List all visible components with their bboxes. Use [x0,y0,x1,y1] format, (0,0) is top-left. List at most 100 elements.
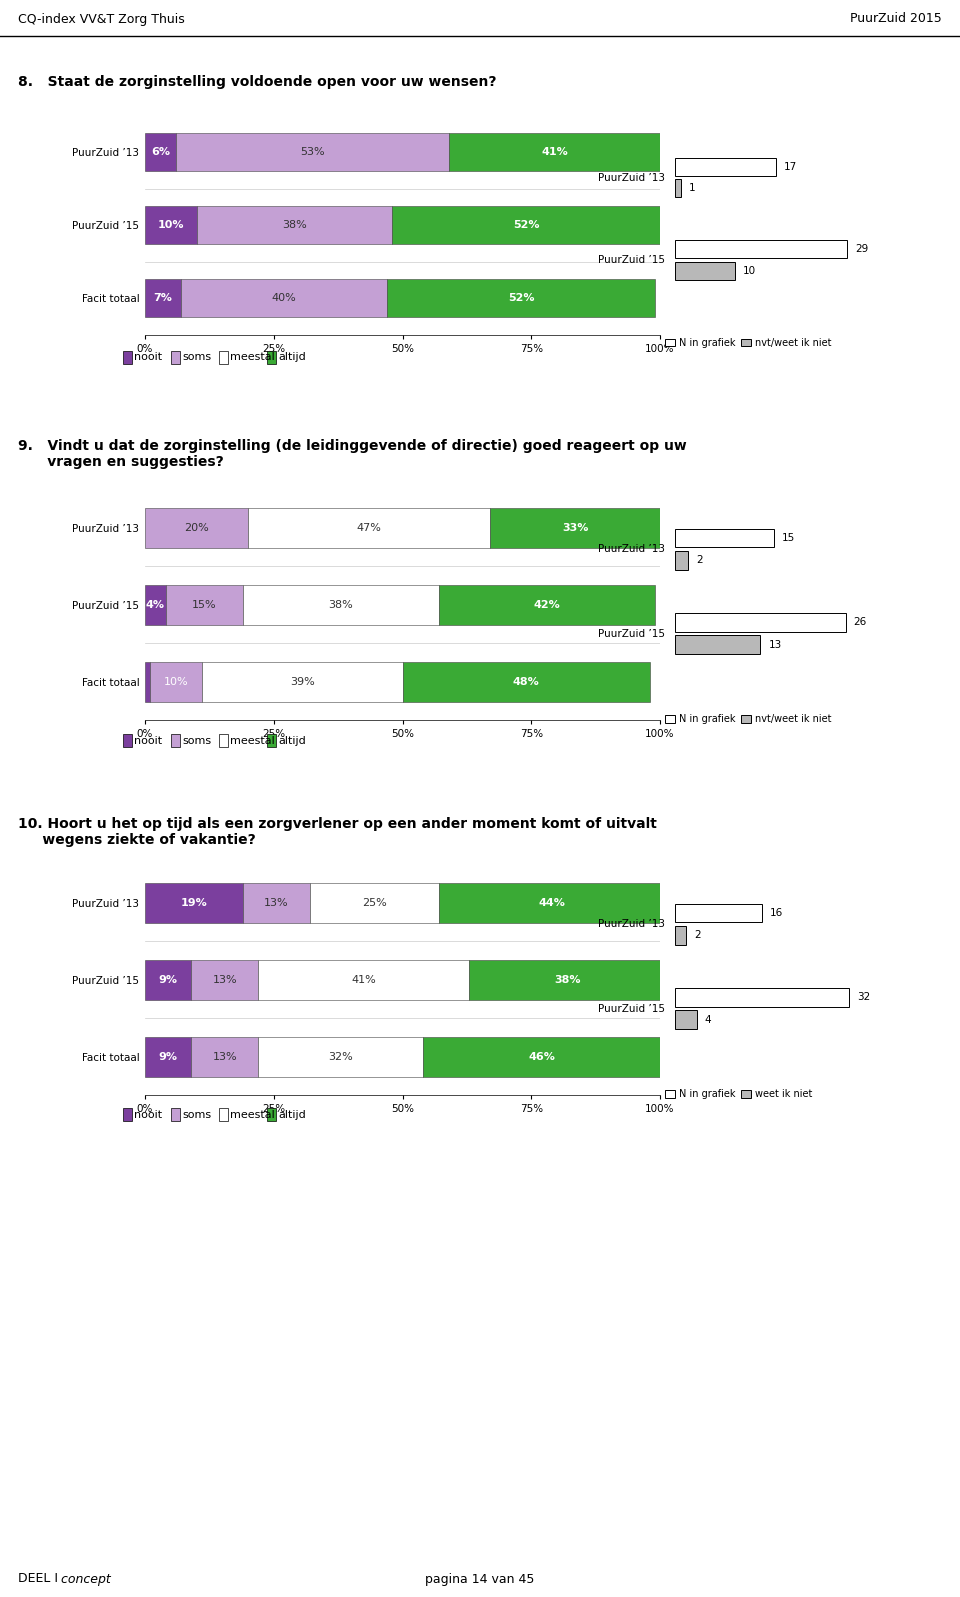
Bar [402,661,650,701]
Bar [675,636,760,655]
Text: altijd: altijd [278,353,306,363]
Text: pagina 14 van 45: pagina 14 van 45 [425,1573,535,1586]
Bar [123,735,132,747]
Bar [675,904,762,921]
Text: 13%: 13% [212,974,237,985]
Bar [675,1011,697,1028]
Text: 6%: 6% [151,147,170,157]
Text: 38%: 38% [554,974,581,985]
Text: meestal: meestal [230,353,275,363]
Bar [675,158,777,176]
Text: 46%: 46% [528,1051,555,1062]
Text: soms: soms [182,353,211,363]
Text: 2: 2 [694,931,701,941]
Text: 13%: 13% [264,898,289,909]
Text: 52%: 52% [508,294,534,303]
Text: 38%: 38% [328,600,353,610]
Text: 10%: 10% [157,220,184,230]
Text: 20%: 20% [184,524,209,533]
Bar [449,133,660,171]
Bar [490,508,660,548]
Text: 44%: 44% [539,898,565,909]
Text: 13: 13 [768,640,781,650]
Bar [145,508,248,548]
Text: 53%: 53% [300,147,324,157]
Text: PuurZuid ’13: PuurZuid ’13 [598,920,664,929]
Text: concept: concept [53,1573,110,1586]
Bar [423,1036,660,1076]
Text: PuurZuid ’15: PuurZuid ’15 [598,256,664,265]
Text: meestal: meestal [230,736,275,746]
Bar [145,1036,191,1076]
Text: PuurZuid ’15: PuurZuid ’15 [598,629,664,639]
Bar [145,133,176,171]
Bar [310,883,439,923]
Text: PuurZuid ’13: PuurZuid ’13 [598,545,664,554]
Bar [675,262,734,279]
Bar [469,960,665,1000]
Bar [387,279,655,318]
Text: 52%: 52% [513,220,540,230]
Bar [171,735,180,747]
Bar [145,883,243,923]
Text: 41%: 41% [541,147,567,157]
Text: 41%: 41% [351,974,376,985]
Text: 4%: 4% [146,600,165,610]
Text: CQ-index VV&T Zorg Thuis: CQ-index VV&T Zorg Thuis [18,13,184,26]
Text: 9%: 9% [158,1051,178,1062]
Text: 16: 16 [770,909,783,918]
Text: 7%: 7% [154,294,173,303]
Bar [675,179,682,198]
Bar [123,1108,132,1121]
Bar [191,1036,258,1076]
Text: 9%: 9% [158,974,178,985]
Bar [219,735,228,747]
Text: 42%: 42% [534,600,560,610]
Text: altijd: altijd [278,736,306,746]
Bar [145,960,191,1000]
Text: 29: 29 [855,244,869,254]
Text: 2: 2 [696,556,703,565]
Text: PuurZuid ’13: PuurZuid ’13 [598,172,664,182]
Bar [202,661,402,701]
Text: DEEL I: DEEL I [18,1573,58,1586]
Text: 38%: 38% [282,220,307,230]
Text: 26: 26 [853,618,867,628]
Text: 39%: 39% [290,677,315,687]
Bar [439,883,665,923]
Text: nooit: nooit [134,1110,162,1119]
Bar [145,585,165,624]
Bar [439,585,655,624]
Bar [197,206,393,244]
Text: soms: soms [182,1110,211,1119]
Text: 15: 15 [781,533,795,543]
Text: 10%: 10% [163,677,188,687]
Text: altijd: altijd [278,1110,306,1119]
Bar [191,960,258,1000]
Bar [243,883,310,923]
Bar [219,351,228,364]
Legend: N in grafiek, nvt/weet ik niet: N in grafiek, nvt/weet ik niet [661,711,835,728]
Legend: N in grafiek, weet ik niet: N in grafiek, weet ik niet [661,1086,816,1104]
Bar [171,351,180,364]
Bar [675,551,688,570]
Bar [219,1108,228,1121]
Text: 10: 10 [743,265,756,276]
Text: nooit: nooit [134,736,162,746]
Text: 19%: 19% [180,898,207,909]
Bar [267,735,276,747]
Text: 47%: 47% [356,524,381,533]
Bar [675,926,686,944]
Bar [675,529,774,548]
Bar [267,351,276,364]
Text: 40%: 40% [272,294,297,303]
Bar [176,133,449,171]
Bar [165,585,243,624]
Text: 48%: 48% [513,677,540,687]
Text: 13%: 13% [212,1051,237,1062]
Text: 1: 1 [689,184,696,193]
Text: 25%: 25% [362,898,387,909]
Bar [243,585,439,624]
Bar [393,206,660,244]
Bar [267,1108,276,1121]
